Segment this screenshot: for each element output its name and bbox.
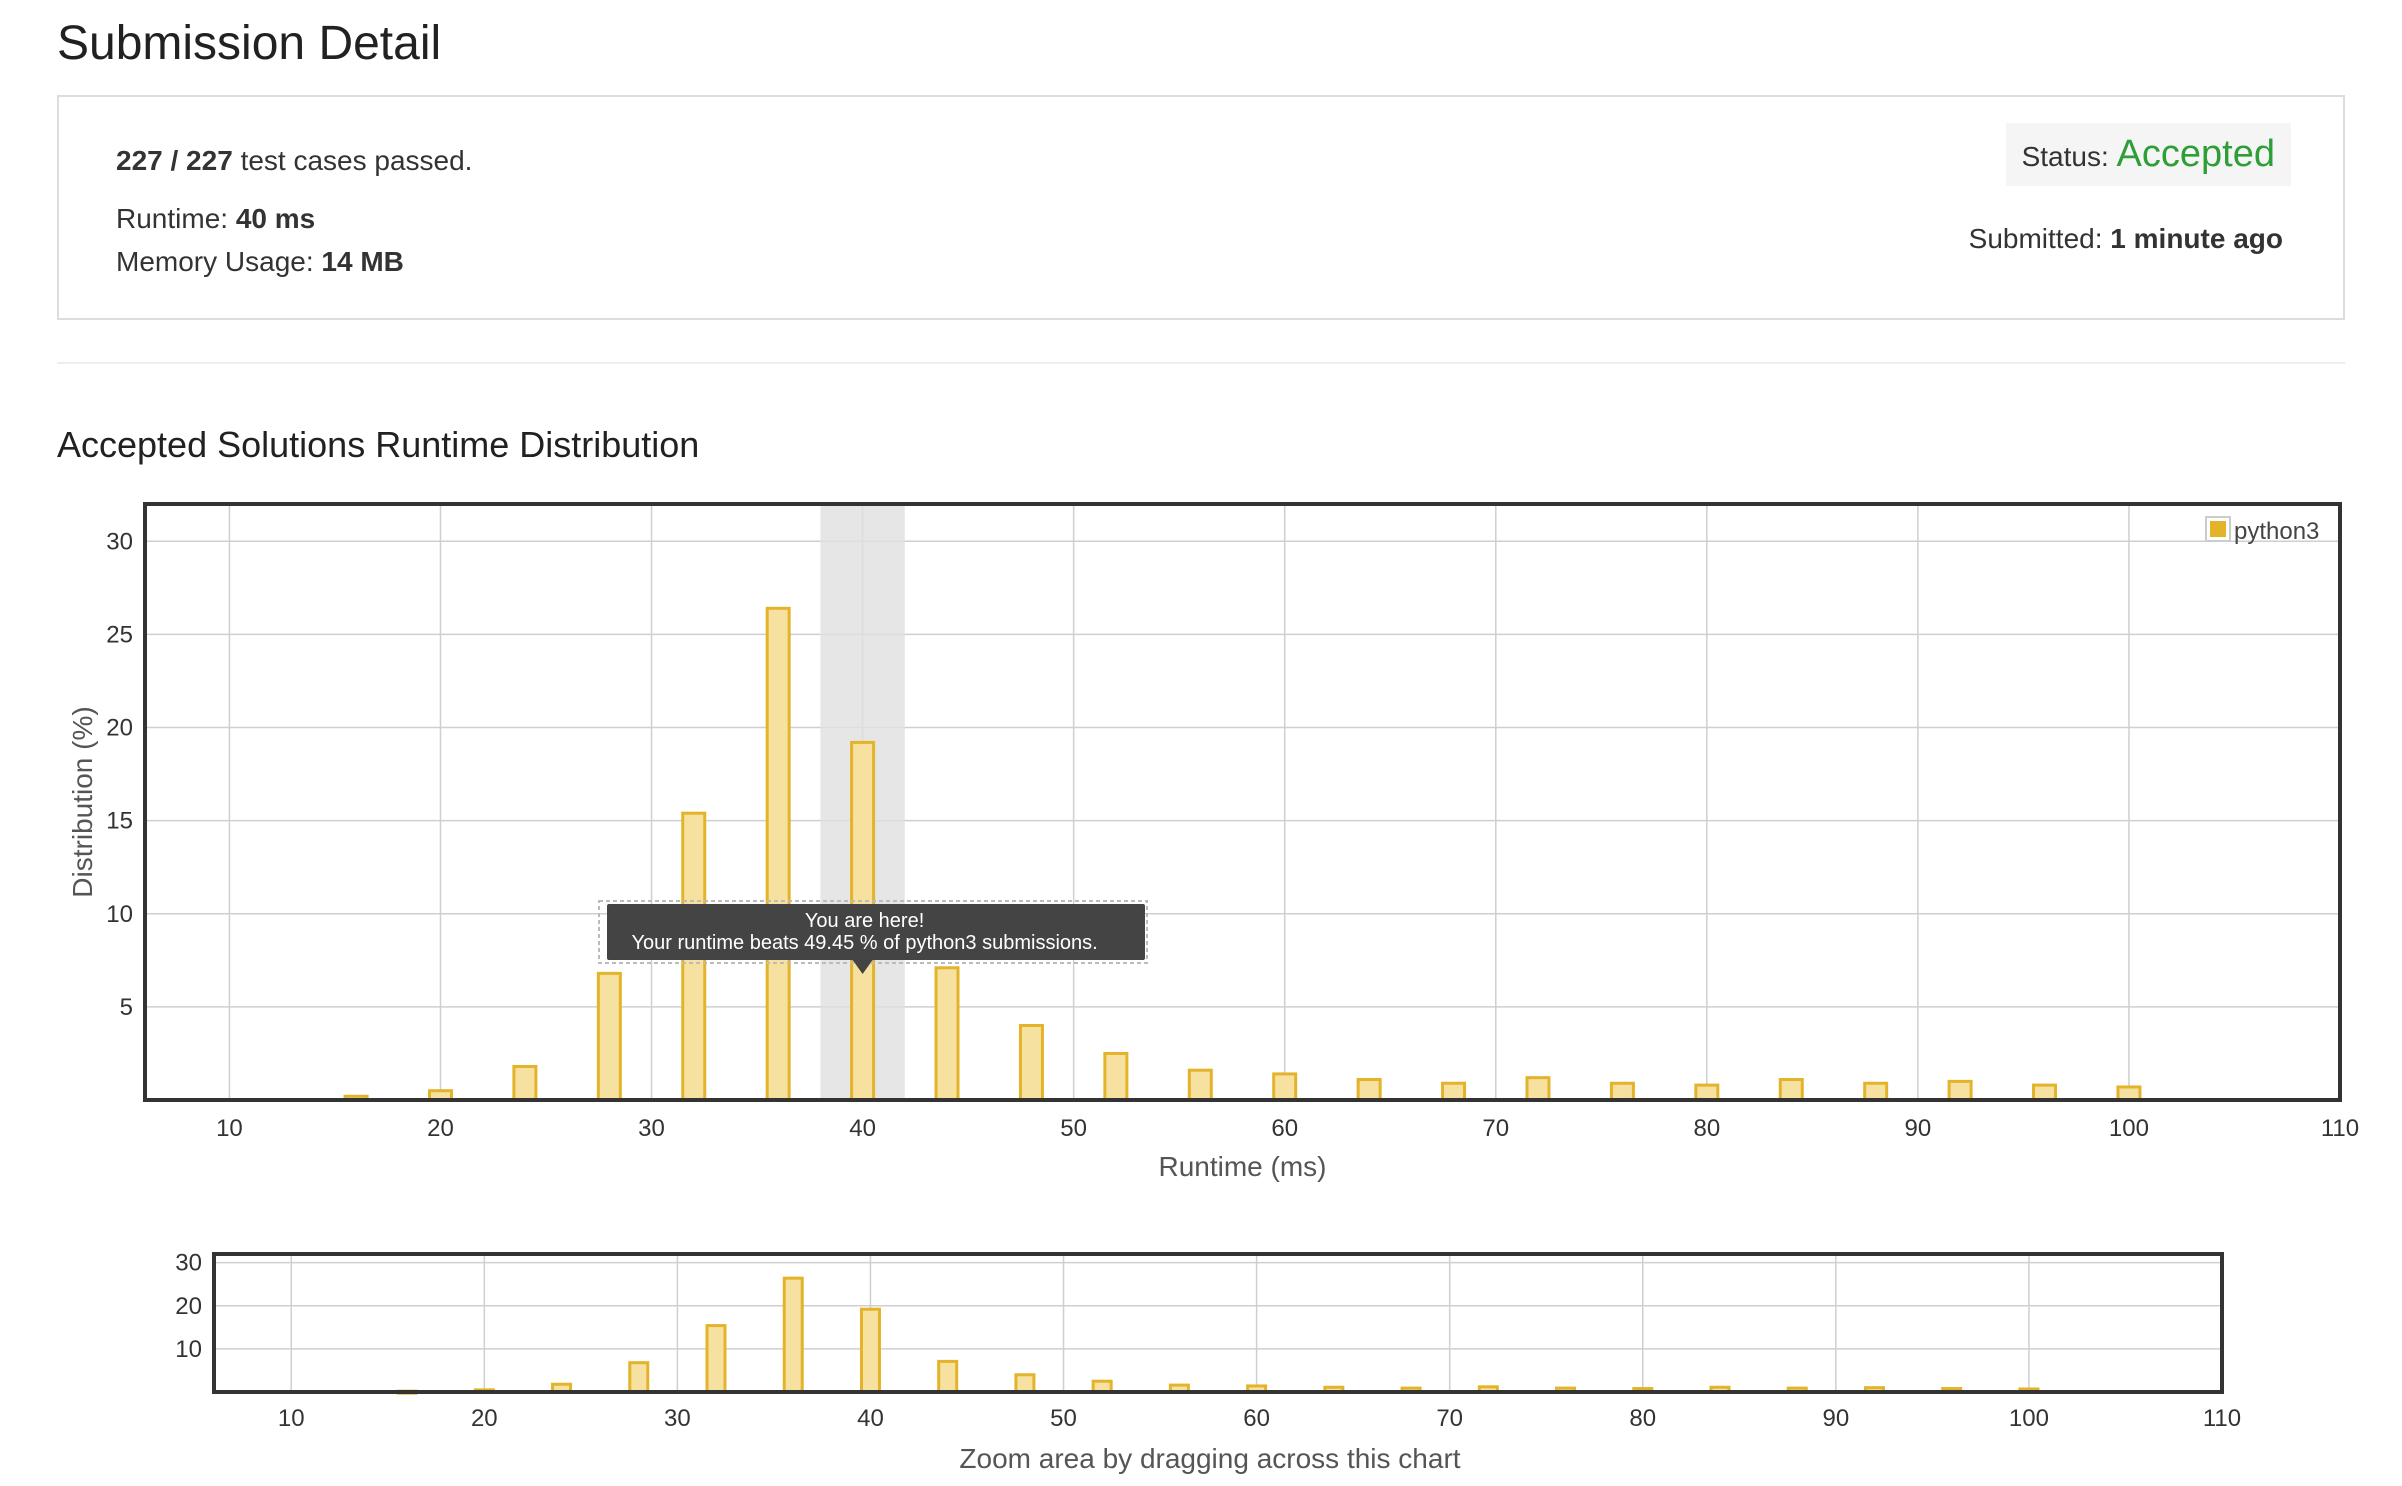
x-tick-label: 90: [1905, 1115, 1932, 1142]
bar-44ms: [934, 966, 960, 1102]
bar-80ms: [1694, 1083, 1720, 1102]
tooltip-line-1: You are here!: [805, 910, 924, 932]
bar-44ms: [937, 1359, 959, 1394]
y-tick-label: 10: [175, 1336, 202, 1363]
x-tick-label: 50: [1060, 1115, 1087, 1142]
submission-summary-panel: 227 / 227 test cases passed. Runtime: 40…: [57, 95, 2345, 320]
x-tick-label: 80: [1693, 1115, 1720, 1142]
runtime-row: Runtime: 40 ms: [116, 203, 315, 235]
tests-passed-count: 227 / 227: [116, 145, 233, 176]
x-tick-label: 60: [1271, 1115, 1298, 1142]
y-tick-label: 20: [175, 1293, 202, 1320]
x-tick-label: 60: [1243, 1405, 1270, 1432]
tooltip-pointer-icon: [852, 960, 873, 974]
status-label: Status:: [2021, 141, 2109, 172]
bar-64ms: [1356, 1078, 1382, 1102]
x-tick-label: 20: [427, 1115, 454, 1142]
tests-passed: 227 / 227 test cases passed.: [116, 145, 472, 177]
y-tick-label: 15: [106, 808, 133, 835]
bar-28ms: [596, 971, 622, 1102]
y-tick-label: 10: [106, 901, 133, 928]
legend-swatch-python3: [2210, 521, 2226, 537]
y-tick-label: 30: [175, 1250, 202, 1277]
y-tick-label: 20: [106, 715, 133, 742]
bar-52ms: [1103, 1051, 1129, 1102]
chart-legend: python3: [2205, 516, 2319, 545]
x-tick-label: 40: [857, 1405, 884, 1432]
runtime-tooltip: You are here! Your runtime beats 49.45 %…: [598, 900, 1148, 974]
bar-48ms: [1014, 1373, 1036, 1394]
submitted-label: Submitted:: [1968, 223, 2103, 254]
x-tick-label: 10: [216, 1115, 243, 1142]
tests-passed-suffix: test cases passed.: [240, 145, 473, 176]
x-tick-label: 100: [2109, 1115, 2149, 1142]
tooltip-line-2: Your runtime beats 49.45 % of python3 su…: [631, 932, 1097, 954]
section-divider: [57, 362, 2345, 364]
bar-60ms: [1272, 1072, 1298, 1102]
page-title: Submission Detail: [57, 17, 442, 70]
status-badge: Status: Accepted: [2005, 123, 2291, 186]
x-tick-label: 80: [1629, 1405, 1656, 1432]
bar-88ms: [1863, 1081, 1889, 1102]
legend-label-python3: python3: [2234, 518, 2319, 545]
navigator-plot-frame[interactable]: [212, 1252, 2224, 1394]
bar-56ms: [1187, 1068, 1213, 1102]
x-tick-label: 10: [278, 1405, 305, 1432]
memory-row: Memory Usage: 14 MB: [116, 246, 404, 278]
submitted-row: Submitted: 1 minute ago: [1969, 223, 2283, 255]
bar-36ms: [765, 606, 791, 1102]
x-axis-label: Runtime (ms): [1158, 1151, 1326, 1182]
bar-72ms: [1525, 1076, 1551, 1102]
runtime-value: 40 ms: [235, 203, 316, 234]
memory-value: 14 MB: [321, 246, 404, 277]
x-tick-label: 20: [471, 1405, 498, 1432]
tooltip-background: [607, 904, 1145, 960]
status-value[interactable]: Accepted: [2116, 133, 2275, 175]
bar-36ms: [782, 1276, 804, 1394]
bar-28ms: [628, 1361, 650, 1394]
main-plot-frame: [143, 502, 2342, 1102]
memory-label: Memory Usage:: [116, 246, 314, 277]
x-tick-label: 50: [1050, 1405, 1077, 1432]
bar-96ms: [2032, 1083, 2058, 1102]
bar-84ms: [1778, 1078, 1804, 1102]
tooltip-frame: [598, 900, 1148, 964]
bar-76ms: [1609, 1081, 1635, 1102]
bar-68ms: [1441, 1081, 1467, 1102]
x-tick-label: 30: [638, 1115, 665, 1142]
bar-48ms: [1018, 1024, 1044, 1102]
y-tick-label: 30: [106, 528, 133, 555]
runtime-label: Runtime:: [116, 203, 229, 234]
bar-24ms: [512, 1064, 538, 1102]
x-tick-label: 30: [664, 1405, 691, 1432]
bar-40ms: [859, 1307, 881, 1394]
bar-92ms: [1947, 1079, 1973, 1102]
y-axis-label: Distribution (%): [67, 706, 98, 897]
submitted-value: 1 minute ago: [2110, 223, 2283, 254]
zoom-hint: Zoom area by dragging across this chart: [959, 1443, 1460, 1474]
section-title: Accepted Solutions Runtime Distribution: [57, 424, 700, 465]
x-tick-label: 90: [1822, 1405, 1849, 1432]
x-tick-label: 70: [1482, 1115, 1509, 1142]
x-tick-label: 40: [849, 1115, 876, 1142]
y-tick-label: 5: [120, 994, 133, 1021]
runtime-distribution-chart[interactable]: 5 10 15 20 25 30 10 20 30 40 50 60 70 80 90 100 110 Run…: [0, 246, 2402, 1486]
x-tick-label: 100: [2009, 1405, 2049, 1432]
x-tick-label: 110: [2203, 1405, 2241, 1432]
x-tick-label: 110: [2321, 1115, 2359, 1142]
bar-32ms: [705, 1324, 727, 1394]
y-tick-label: 25: [106, 621, 133, 648]
x-tick-label: 70: [1436, 1405, 1463, 1432]
